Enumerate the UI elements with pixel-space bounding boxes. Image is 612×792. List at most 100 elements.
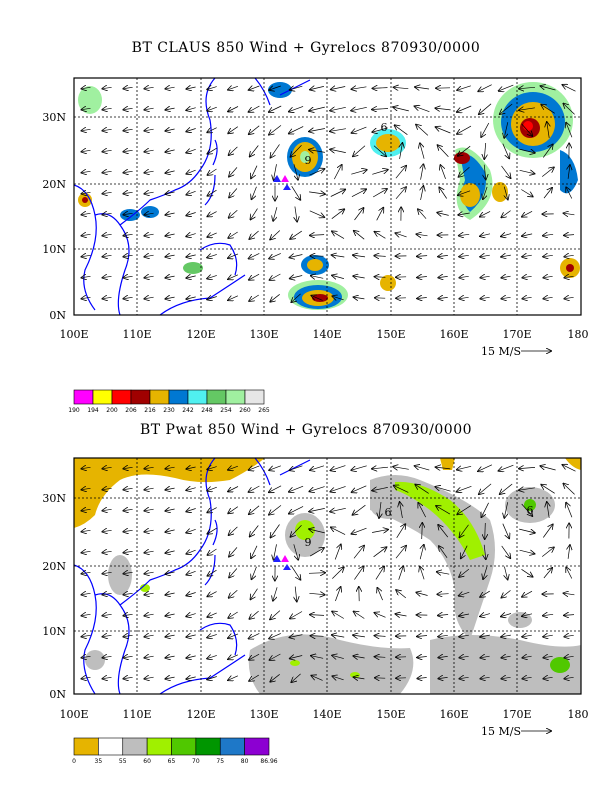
wind-vector [541, 167, 554, 177]
wind-vector [543, 234, 554, 235]
wind-vector [373, 547, 387, 558]
wind-vector [289, 506, 304, 513]
wind-vector [102, 129, 112, 130]
wind-vector [309, 529, 325, 534]
gyre-marker [281, 175, 289, 182]
colorbar-swatch [73, 389, 94, 405]
wind-vector [480, 297, 490, 298]
wind-vector [372, 109, 389, 110]
map2-scale-label: 15 M/S [481, 725, 521, 738]
wind-vector [420, 545, 424, 560]
wind-vector [375, 232, 386, 239]
wind-vector [228, 634, 239, 638]
wind-vector [102, 234, 112, 235]
wind-vector [82, 593, 91, 594]
wind-vector [501, 635, 511, 637]
x-tick: 130E [249, 328, 278, 341]
wind-vector [144, 87, 154, 88]
wind-vector [289, 485, 304, 492]
wind-vector [501, 545, 511, 558]
wind-vector [396, 590, 407, 599]
wind-vector [459, 255, 469, 256]
wind-vector [459, 677, 469, 678]
wind-vector [82, 87, 91, 88]
wind-vector [332, 296, 344, 300]
wind-vector [332, 676, 344, 680]
colorbar-swatch [219, 737, 245, 756]
wind-vector [460, 524, 469, 537]
wind-vector [207, 613, 217, 617]
wind-vector [400, 502, 403, 518]
wind-vector [186, 87, 196, 89]
wind-vector [144, 171, 154, 173]
wind-vector [330, 129, 346, 132]
wind-vector [499, 84, 514, 91]
x-tick: 130E [249, 708, 278, 721]
wind-vector [438, 255, 448, 256]
wind-vector [102, 171, 112, 172]
wind-vector [332, 255, 345, 257]
wind-vector [396, 614, 407, 616]
wind-vector [82, 276, 91, 277]
wind-vector [144, 192, 154, 194]
wind-vector [438, 656, 448, 657]
wind-vector [499, 464, 514, 471]
wind-vector [165, 593, 175, 595]
wind-vector [421, 186, 424, 200]
wind-vector [457, 105, 472, 112]
map1-wind-vectors [82, 85, 576, 302]
colorbar-label: 190 [68, 407, 80, 414]
wind-vector [459, 297, 469, 298]
wind-vector [82, 171, 91, 172]
wind-vector [290, 611, 303, 619]
wind-vector [249, 294, 259, 301]
wind-vector [459, 635, 469, 637]
wind-vector [274, 544, 277, 559]
wind-vector [207, 634, 217, 637]
wind-vector [269, 633, 281, 638]
wind-vector [207, 127, 217, 133]
wind-vector [481, 502, 489, 517]
wind-vector [310, 235, 325, 236]
wind-vector [144, 213, 154, 215]
wind-vector [418, 503, 427, 518]
colorbar-label: 260 [239, 407, 251, 414]
colorbar-swatch [111, 389, 132, 405]
wind-vector [564, 677, 574, 678]
wind-vector [229, 167, 238, 176]
colorbar-swatch [206, 389, 227, 405]
colorbar-label: 35 [95, 758, 103, 765]
wind-vector [102, 614, 112, 615]
wind-vector [372, 487, 388, 490]
wind-vector [416, 125, 429, 136]
wind-vector [207, 591, 217, 597]
wind-vector [123, 150, 133, 151]
wind-vector [123, 593, 133, 594]
colorbar-swatch [244, 389, 265, 405]
wind-vector [165, 108, 175, 110]
map2-frame [73, 457, 582, 695]
wind-vector [484, 142, 485, 159]
wind-vector [273, 207, 277, 221]
wind-vector [165, 234, 175, 236]
wind-vector [504, 122, 508, 138]
wind-vector [291, 186, 301, 200]
wind-vector [229, 146, 238, 155]
wind-vector [186, 191, 196, 194]
wind-vector [165, 255, 175, 257]
wind-vector [439, 546, 448, 559]
wind-vector [186, 213, 196, 216]
wind-vector [208, 168, 217, 175]
wind-vector [418, 209, 427, 219]
colorbar-label: 75 [216, 758, 224, 765]
wind-vector [82, 129, 91, 130]
wind-vector [291, 524, 302, 537]
wind-vector [564, 213, 575, 215]
wind-vector [165, 467, 175, 469]
wind-vector [543, 568, 552, 579]
wind-vector [250, 525, 259, 537]
wind-vector [123, 255, 133, 256]
colorbar-swatch [73, 737, 99, 756]
wind-vector [249, 466, 260, 470]
wind-vector [123, 635, 133, 636]
